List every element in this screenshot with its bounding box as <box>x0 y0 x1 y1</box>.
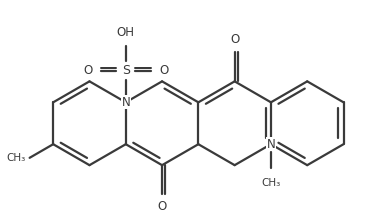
Text: O: O <box>158 200 167 213</box>
Text: O: O <box>159 64 168 77</box>
Text: OH: OH <box>117 26 135 40</box>
Text: CH₃: CH₃ <box>6 153 26 163</box>
Text: S: S <box>122 64 130 77</box>
Text: CH₃: CH₃ <box>261 178 281 188</box>
Text: N: N <box>267 138 275 151</box>
Text: O: O <box>83 64 92 77</box>
Text: O: O <box>230 33 239 46</box>
Text: N: N <box>121 96 130 109</box>
